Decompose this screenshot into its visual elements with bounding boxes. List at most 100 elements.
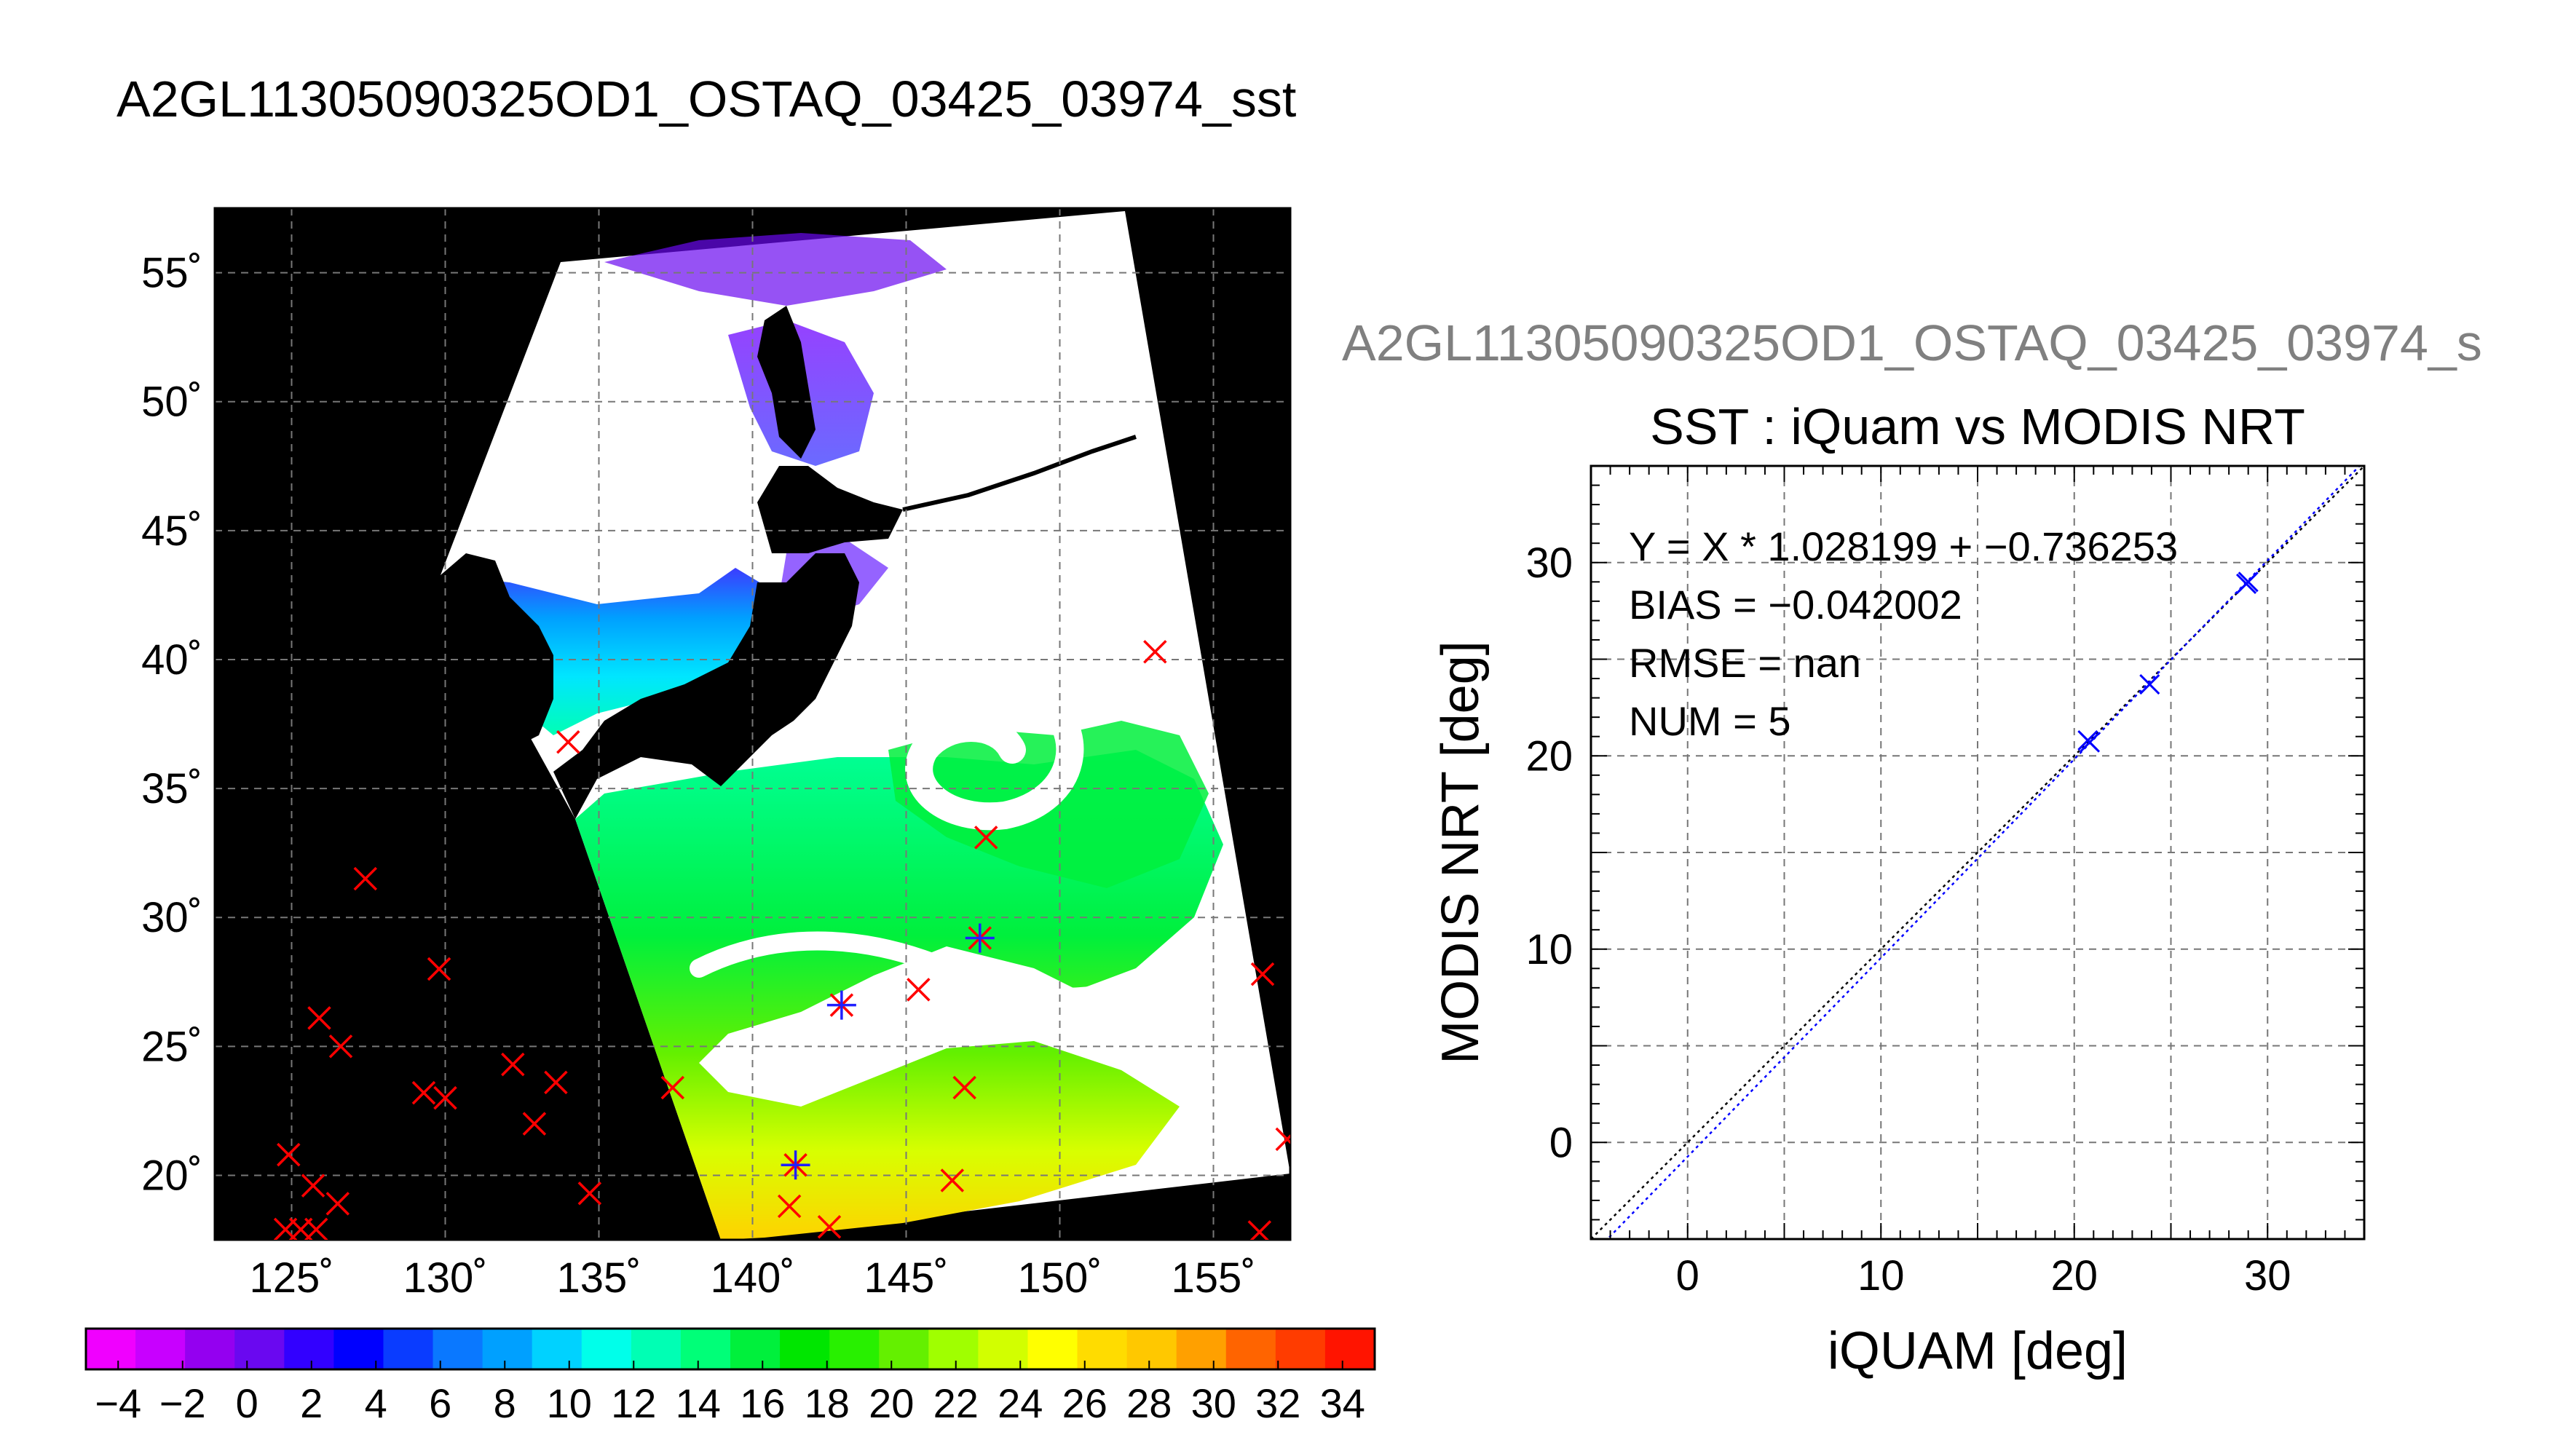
colorbar-label: 16: [740, 1380, 785, 1426]
in-situ-marker: [817, 1215, 842, 1239]
colorbar: −4 −2 0 2 4 6 8 10 12 14 16 18 20 22 24 26 28 30 32 34: [84, 1327, 1376, 1426]
colorbar-label: 28: [1126, 1380, 1172, 1426]
in-situ-marker: [974, 826, 998, 850]
okhotsk-north-sst: [604, 233, 947, 306]
x-tick-label: 20: [2050, 1252, 2098, 1299]
land-hokkaido: [757, 466, 903, 553]
lat-tick-label: 25˚: [141, 1023, 202, 1070]
in-situ-marker: [307, 1006, 331, 1030]
colorbar-cell: [879, 1329, 930, 1369]
bias-label: BIAS = −0.042002: [1629, 582, 1962, 628]
colorbar-label: 20: [869, 1380, 914, 1426]
matchup-marker: [965, 923, 995, 953]
colorbar-label: 24: [998, 1380, 1043, 1426]
colorbar-cell: [1077, 1329, 1128, 1369]
x-axis-label: iQUAM [deg]: [1828, 1322, 2128, 1380]
matchup-marker: [781, 1150, 810, 1180]
in-situ-marker: [301, 1174, 325, 1198]
map-graticule: [215, 208, 1290, 1240]
okhotsk-coast: [473, 499, 701, 536]
identity-line: [1591, 466, 2364, 1239]
colorbar-cell: [581, 1329, 632, 1369]
colorbar-cell: [1027, 1329, 1078, 1369]
colorbar-label: 18: [805, 1380, 850, 1426]
colorbar-cell: [730, 1329, 781, 1369]
map-frame: [213, 207, 1292, 1241]
lat-tick-label: 50˚: [141, 379, 202, 426]
colorbar-cells: [86, 1329, 1375, 1369]
colorbar-cell: [482, 1329, 533, 1369]
land-sakhalin: [757, 306, 816, 459]
scatter-point: [2139, 673, 2160, 695]
in-situ-marker: [353, 866, 378, 891]
scatter-header: A2GL11305090325OD1_OSTAQ_03425_03974_s: [1342, 314, 2482, 371]
in-situ-marker: [304, 1217, 328, 1240]
colorbar-label: 2: [300, 1380, 323, 1426]
in-situ-marker: [325, 1192, 350, 1216]
lon-tick-label: 145˚: [864, 1254, 948, 1302]
colorbar-cell: [928, 1329, 979, 1369]
colorbar-cell: [780, 1329, 831, 1369]
y-axis-label: MODIS NRT [deg]: [1431, 641, 1490, 1064]
in-situ-marker: [777, 1194, 802, 1219]
colorbar-label: 22: [933, 1380, 979, 1426]
y-tick-label: 30: [1525, 539, 1573, 587]
map-tick-labels: 125˚ 130˚ 135˚ 140˚ 145˚ 150˚ 155˚ 55˚ 50˚ 45˚ 40˚…: [141, 250, 1255, 1302]
y-tick-label: 10: [1525, 926, 1573, 973]
in-situ-marker: [277, 1142, 301, 1167]
lon-tick-label: 135˚: [556, 1254, 641, 1302]
lat-tick-label: 45˚: [141, 507, 202, 555]
scatter-point: [2077, 729, 2098, 751]
colorbar-cell: [234, 1329, 285, 1369]
colorbar-label: −2: [159, 1380, 206, 1426]
colorbar-cell: [829, 1329, 880, 1369]
lon-tick-label: 155˚: [1171, 1254, 1255, 1302]
in-situ-marker: [328, 1034, 353, 1059]
colorbar-cell: [1176, 1329, 1227, 1369]
fit-line: [1606, 466, 2361, 1239]
colorbar-label: 34: [1320, 1380, 1365, 1426]
colorbar-label: 4: [365, 1380, 387, 1426]
colorbar-cell: [185, 1329, 236, 1369]
lon-tick-label: 125˚: [249, 1254, 333, 1302]
x-tick-label: 0: [1676, 1252, 1699, 1299]
in-situ-marker: [427, 957, 451, 981]
colorbar-label: 0: [236, 1380, 258, 1426]
colorbar-label: 12: [611, 1380, 656, 1426]
in-situ-marker: [501, 1052, 525, 1077]
colorbar-cell: [383, 1329, 434, 1369]
scatter-panel: A2GL11305090325OD1_OSTAQ_03425_03974_s S…: [1342, 314, 2482, 1380]
colorbar-cell: [532, 1329, 583, 1369]
y-tick-label: 0: [1549, 1119, 1573, 1166]
land-korea: [441, 553, 553, 750]
colorbar-label: 30: [1191, 1380, 1236, 1426]
in-situ-marker: [1275, 1127, 1290, 1152]
colorbar-label: 10: [547, 1380, 592, 1426]
in-situ-marker: [907, 978, 931, 1002]
colorbar-cell: [680, 1329, 731, 1369]
colorbar-label: 32: [1255, 1380, 1300, 1426]
in-situ-marker: [556, 730, 580, 754]
in-situ-marker: [411, 1080, 436, 1105]
colorbar-cell: [86, 1329, 137, 1369]
in-situ-marker: [1295, 788, 1316, 810]
y-tick-label: 20: [1525, 732, 1573, 780]
lon-tick-label: 140˚: [710, 1254, 794, 1302]
lat-tick-label: 55˚: [141, 250, 202, 297]
in-situ-marker: [940, 1168, 965, 1192]
colorbar-label: 26: [1062, 1380, 1107, 1426]
x-tick-label: 30: [2244, 1252, 2291, 1299]
colorbar-cell: [1324, 1329, 1375, 1369]
colorbar-label: 14: [676, 1380, 721, 1426]
scatter-stats: Y = X * 1.028199 + −0.736253 BIAS = −0.0…: [1629, 523, 2178, 744]
map-markers: [273, 640, 1316, 1240]
x-tick-label: 10: [1857, 1252, 1905, 1299]
sst-map: 125˚ 130˚ 135˚ 140˚ 145˚ 150˚ 155˚ 55˚ 50˚ 45˚ 40˚…: [141, 207, 1316, 1302]
land-kurils: [902, 435, 1137, 512]
lat-tick-label: 35˚: [141, 765, 202, 812]
lon-tick-label: 150˚: [1017, 1254, 1102, 1302]
in-situ-marker: [522, 1112, 547, 1136]
colorbar-labels: −4 −2 0 2 4 6 8 10 12 14 16 18 20 22 24 26 28 30 32 34: [95, 1361, 1365, 1426]
rmse-label: RMSE = nan: [1629, 640, 1861, 686]
